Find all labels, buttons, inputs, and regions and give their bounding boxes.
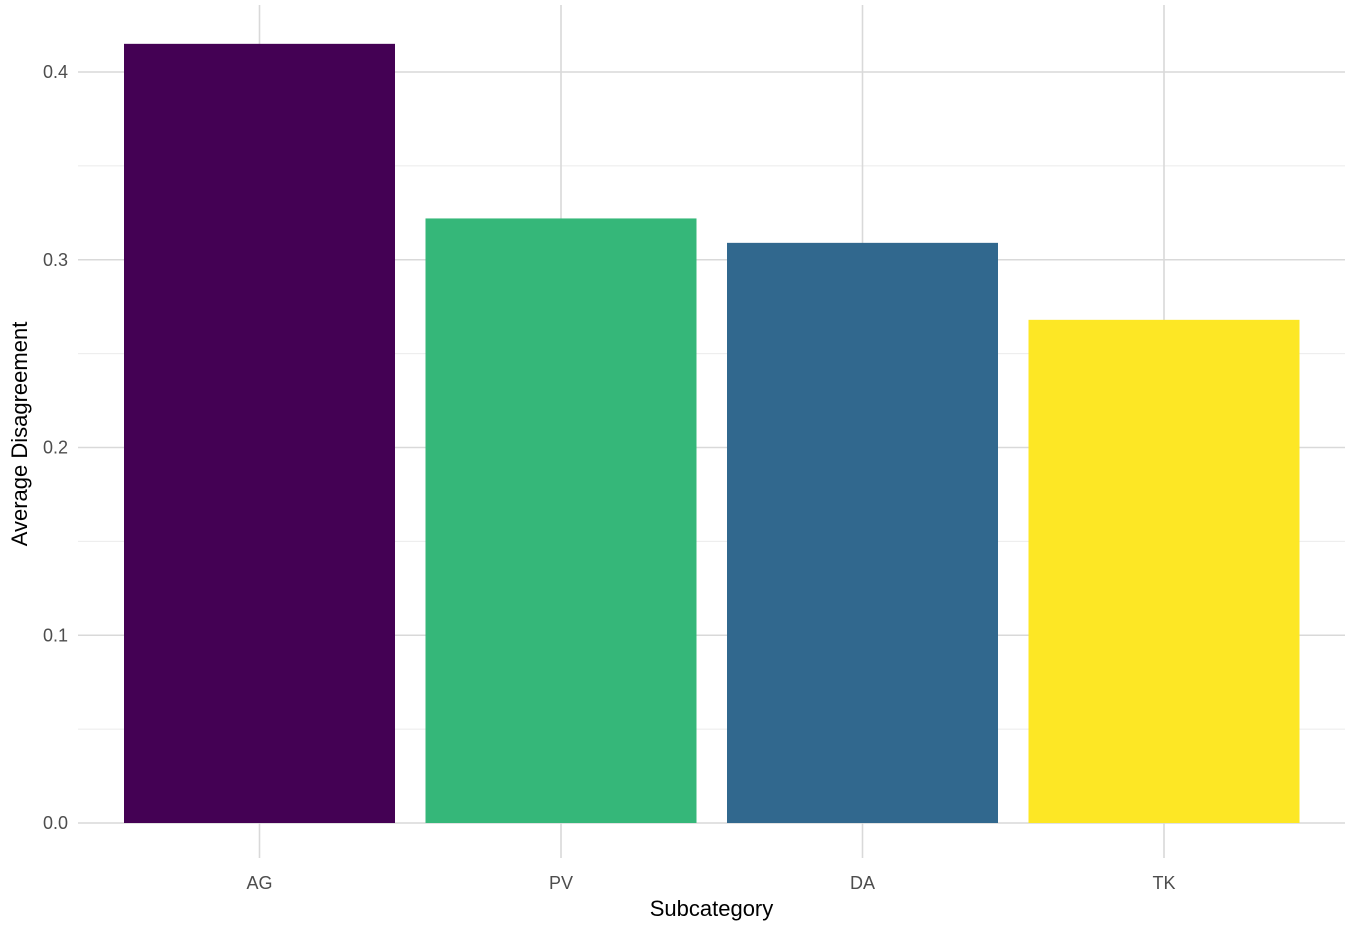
x-tick-label: DA — [850, 873, 875, 893]
y-tick-label: 0.4 — [43, 62, 68, 82]
x-axis-tick-labels: AG PV DA TK — [246, 873, 1175, 893]
bars — [124, 43, 1300, 824]
y-tick-label: 0.3 — [43, 250, 68, 270]
bar-da — [727, 242, 998, 824]
bar-ag — [124, 43, 395, 823]
x-tick-label: PV — [549, 873, 573, 893]
x-tick-label: TK — [1152, 873, 1175, 893]
y-tick-label: 0.0 — [43, 813, 68, 833]
bar-pv — [425, 218, 697, 823]
x-axis-title: Subcategory — [650, 896, 774, 921]
y-axis-title: Average Disagreement — [7, 322, 32, 547]
y-tick-label: 0.1 — [43, 625, 68, 645]
bar-tk — [1028, 319, 1300, 823]
x-tick-label: AG — [246, 873, 272, 893]
y-axis-tick-labels: 0.0 0.1 0.2 0.3 0.4 — [43, 62, 68, 833]
y-tick-label: 0.2 — [43, 438, 68, 458]
